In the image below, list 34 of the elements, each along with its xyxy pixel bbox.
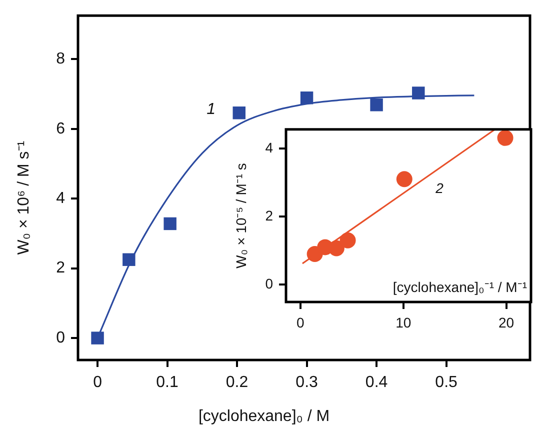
point [370, 98, 383, 112]
y-tick-label: 0 [56, 329, 66, 346]
y-tick-label: 8 [56, 50, 66, 68]
point [396, 171, 412, 188]
x-tick-label: 0 [93, 374, 102, 392]
point [340, 232, 356, 248]
x-axis-title: [cyclohexane]₀⁻¹ / M⁻¹ [392, 279, 528, 295]
point [497, 130, 514, 146]
y-tick-label: 0 [265, 275, 274, 292]
x-tick-label: 0.4 [365, 374, 388, 392]
point [232, 106, 246, 120]
x-tick-label: 0.3 [296, 374, 318, 392]
x-tick-label: 0.5 [435, 374, 458, 392]
point [122, 253, 136, 266]
point [91, 332, 104, 344]
y-tick-label: 4 [56, 190, 66, 208]
point [300, 92, 314, 104]
x-tick-label: 0 [296, 314, 305, 330]
y-tick-label: 2 [56, 260, 66, 277]
annotation: 2 [434, 180, 444, 196]
x-axis-title: [cyclohexane]₀ / M [198, 408, 330, 425]
x-tick-label: 20 [498, 314, 514, 330]
y-axis-title: W₀ × 10⁶ / M s⁻¹ [15, 140, 32, 255]
annotation: 1 [206, 100, 216, 118]
point [412, 86, 425, 100]
y-tick-label: 6 [56, 120, 66, 138]
x-tick-label: 0.2 [226, 374, 248, 392]
y-tick-label: 2 [265, 207, 274, 224]
x-tick-label: 10 [396, 314, 412, 330]
y-tick-label: 4 [265, 139, 274, 156]
point [164, 217, 176, 230]
point [328, 240, 344, 256]
x-tick-label: 0.1 [156, 374, 179, 392]
y-axis-title: W₀ × 10⁻⁵ / M⁻¹ s [232, 163, 249, 268]
